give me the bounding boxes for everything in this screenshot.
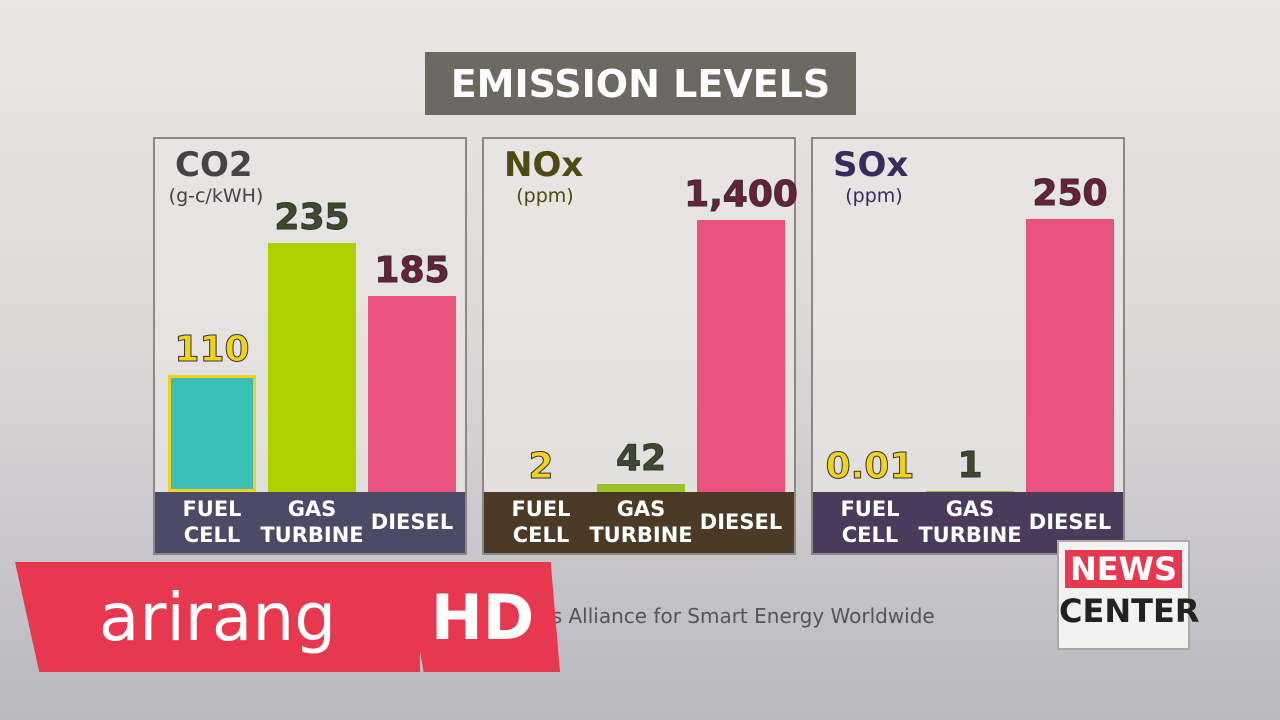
category-band: FUEL CELL GAS TURBINE DIESEL xyxy=(484,492,794,553)
chart-title: NOx xyxy=(504,145,584,185)
chart-title: CO2 xyxy=(175,145,253,185)
bar xyxy=(268,242,356,492)
category-label: GAS TURBINE xyxy=(260,497,364,547)
chart-unit: (ppm) xyxy=(845,185,903,207)
chart-panel: CO2 (g-c/kWH) 110 235 185 FUEL CELL GAS TURBIN… xyxy=(153,137,467,555)
category-label: GAS TURBINE xyxy=(589,497,693,547)
chart-unit: (ppm) xyxy=(516,185,574,207)
category-label: FUEL CELL xyxy=(511,497,571,547)
category-label: DIESEL xyxy=(1028,509,1112,534)
badge-text: NEWS xyxy=(1065,550,1182,588)
badge-text: CENTER xyxy=(1059,592,1200,630)
bar xyxy=(168,375,256,492)
category-label: FUEL CELL xyxy=(840,497,900,547)
value-label: 1,400 xyxy=(684,173,799,215)
chart-unit: (g-c/kWH) xyxy=(168,185,264,207)
title: EMISSION LEVELS xyxy=(425,52,856,115)
value-label: 42 xyxy=(615,437,667,479)
bar xyxy=(926,490,1014,492)
logo-hd: HD xyxy=(405,562,560,672)
badge: NEWS CENTER xyxy=(1057,540,1200,650)
value-label: 235 xyxy=(274,196,350,238)
bar xyxy=(368,295,456,492)
category-band: FUEL CELL GAS TURBINE DIESEL xyxy=(155,492,465,553)
value-label: 2 xyxy=(528,445,554,487)
bar xyxy=(597,483,685,492)
category-label: GAS TURBINE xyxy=(918,497,1022,547)
category-band: FUEL CELL GAS TURBINE DIESEL xyxy=(813,492,1123,553)
value-label: 185 xyxy=(374,249,450,291)
value-label: 110 xyxy=(174,329,250,371)
chart-panel: SOx (ppm) 0.01 1 250 FUEL CELL GAS TURBINE DIES… xyxy=(811,137,1125,555)
value-label: 250 xyxy=(1032,172,1108,214)
value-label: 1 xyxy=(957,444,983,486)
bar xyxy=(1026,218,1114,492)
logo: arirang xyxy=(15,562,420,672)
category-label: DIESEL xyxy=(370,509,454,534)
category-label: DIESEL xyxy=(699,509,783,534)
chart-panel: NOx (ppm) 2 42 1,400 FUEL CELL GAS TURBINE DIES… xyxy=(482,137,798,555)
category-label: FUEL CELL xyxy=(182,497,242,547)
bar xyxy=(697,219,785,492)
value-label: 0.01 xyxy=(825,445,915,487)
chart-title: SOx xyxy=(833,145,909,185)
